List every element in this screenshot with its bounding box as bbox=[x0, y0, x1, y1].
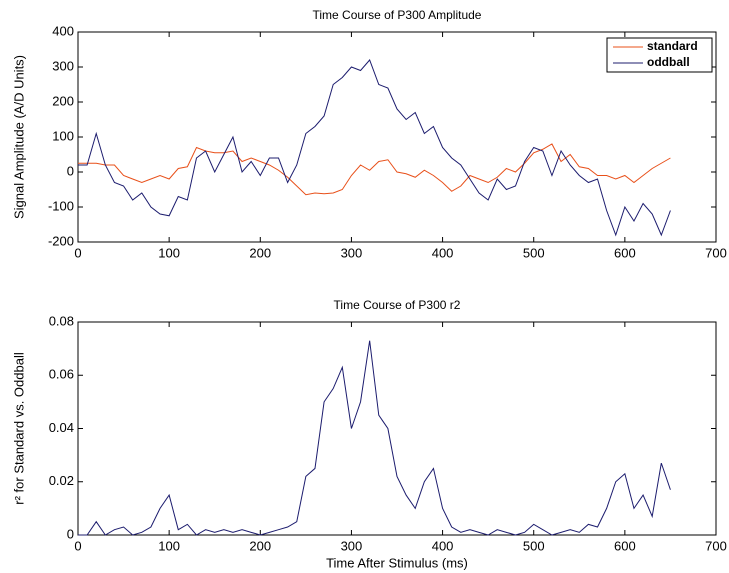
x-tick-label: 0 bbox=[74, 245, 81, 260]
legend-label: standard bbox=[647, 39, 698, 53]
x-tick-label: 600 bbox=[614, 538, 636, 553]
x-tick-label: 700 bbox=[705, 245, 727, 260]
y-tick-label: 0.04 bbox=[49, 420, 74, 435]
chart-title: Time Course of P300 r2 bbox=[334, 298, 461, 312]
x-tick-label: 100 bbox=[158, 538, 180, 553]
y-axis-label: Signal Amplitude (A/D Units) bbox=[11, 55, 26, 219]
axes-frame bbox=[77, 321, 717, 536]
x-tick-label: 300 bbox=[341, 538, 363, 553]
data-line bbox=[78, 59, 671, 237]
x-tick-label: 500 bbox=[523, 538, 545, 553]
y-tick-label: 0.08 bbox=[49, 313, 74, 328]
y-axis-label: r² for Standard vs. Oddball bbox=[11, 352, 26, 505]
y-tick-label: 0.02 bbox=[49, 473, 74, 488]
x-tick-label: 300 bbox=[341, 245, 363, 260]
x-tick-label: 0 bbox=[74, 538, 81, 553]
x-tick-label: 200 bbox=[249, 538, 271, 553]
x-tick-label: 400 bbox=[432, 538, 454, 553]
data-line bbox=[78, 340, 671, 536]
y-tick-label: -200 bbox=[48, 233, 74, 248]
legend-label: oddball bbox=[647, 55, 690, 69]
y-tick-label: 100 bbox=[52, 128, 74, 143]
data-line bbox=[78, 143, 671, 196]
y-tick-label: 300 bbox=[52, 58, 74, 73]
chart-title: Time Course of P300 Amplitude bbox=[313, 8, 482, 22]
x-tick-label: 700 bbox=[705, 538, 727, 553]
y-tick-label: 200 bbox=[52, 93, 74, 108]
x-axis-label: Time After Stimulus (ms) bbox=[326, 555, 468, 570]
y-tick-label: 0.06 bbox=[49, 367, 74, 382]
x-tick-label: 500 bbox=[523, 245, 545, 260]
y-tick-label: -100 bbox=[48, 198, 74, 213]
legend-box bbox=[606, 37, 713, 73]
x-tick-label: 100 bbox=[158, 245, 180, 260]
x-tick-label: 200 bbox=[249, 245, 271, 260]
y-tick-label: 0 bbox=[67, 526, 74, 541]
y-tick-label: 0 bbox=[67, 163, 74, 178]
x-tick-label: 600 bbox=[614, 245, 636, 260]
x-tick-label: 400 bbox=[432, 245, 454, 260]
y-tick-label: 400 bbox=[52, 23, 74, 38]
